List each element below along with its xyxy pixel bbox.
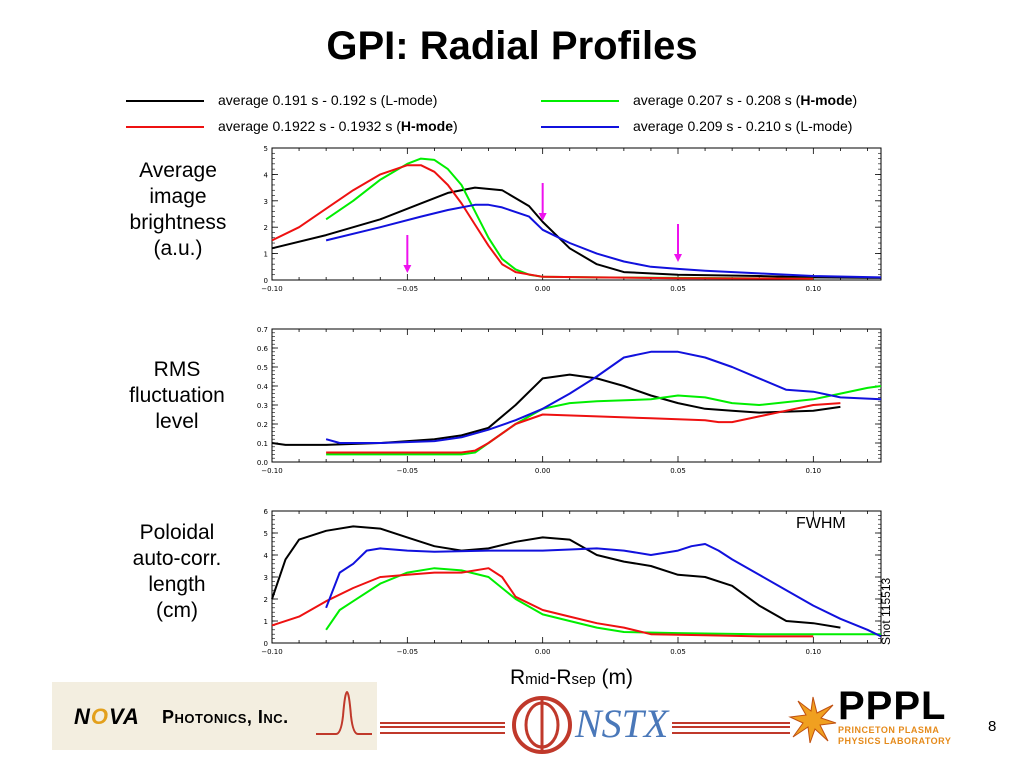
x-tick-label: 0.10 xyxy=(806,285,822,293)
legend-entry-blue: average 0.209 s - 0.210 s (L-mode) xyxy=(541,118,921,138)
x-tick-label: −0.10 xyxy=(261,285,282,293)
panel-label-corr: Poloidal auto-corr. length (cm) xyxy=(132,521,222,622)
pppl-logo-subtitle: PRINCETON PLASMA PHYSICS LABORATORY xyxy=(838,725,952,746)
shot-label: Shot 115513 xyxy=(879,577,893,645)
nstx-logo-text: NSTX xyxy=(575,701,669,746)
brightness-series-line xyxy=(325,203,882,279)
y-tick-label: 4 xyxy=(264,552,269,560)
x-tick-label: 0.00 xyxy=(535,285,551,293)
legend-label: average 0.209 s - 0.210 s (L-mode) xyxy=(633,118,853,134)
y-tick-label: 0 xyxy=(264,277,268,285)
legend-entry-green: average 0.207 s - 0.208 s (H-mode) xyxy=(541,92,921,112)
rms-series-line xyxy=(326,385,882,456)
corr-series-line xyxy=(325,543,882,638)
legend-swatch xyxy=(126,100,204,102)
marker-arrow-head xyxy=(674,254,682,262)
page-number: 8 xyxy=(988,718,997,735)
x-tick-label: 0.10 xyxy=(806,467,822,475)
x-tick-label: −0.05 xyxy=(397,467,418,475)
y-tick-label: 0.6 xyxy=(257,345,269,353)
y-tick-label: 0.3 xyxy=(257,402,268,410)
y-tick-label: 0.1 xyxy=(257,440,268,448)
nova-logo-text: NOVA xyxy=(74,704,140,729)
x-tick-label: 0.10 xyxy=(806,648,822,656)
brightness-plot-frame xyxy=(271,147,882,281)
panel-label-rms: RMS fluctuation level xyxy=(129,358,225,433)
y-tick-label: 0.4 xyxy=(257,383,269,391)
x-tick-label: 0.05 xyxy=(670,467,686,475)
y-tick-label: 1 xyxy=(264,251,268,259)
nstx-emblem-icon xyxy=(512,696,572,754)
y-tick-label: 2 xyxy=(264,224,268,232)
x-tick-label: 0.05 xyxy=(670,648,686,656)
brightness-series-line xyxy=(271,186,882,279)
legend-entry-black: average 0.191 s - 0.192 s (L-mode) xyxy=(126,92,546,112)
legend-swatch xyxy=(126,126,204,128)
footer-stripe-left xyxy=(380,722,505,734)
legend-label: average 0.1922 s - 0.1932 s (H-mode) xyxy=(218,118,458,134)
x-axis-label: Rmid-Rsep (m) xyxy=(510,666,634,689)
rms-plot-frame xyxy=(271,328,882,463)
y-tick-label: 2 xyxy=(264,596,268,604)
x-tick-label: −0.10 xyxy=(261,467,282,475)
slide-title: GPI: Radial Profiles xyxy=(326,24,698,68)
x-tick-label: 0.00 xyxy=(535,648,551,656)
legend-swatch xyxy=(541,100,619,102)
y-tick-label: 6 xyxy=(264,508,269,516)
y-tick-label: 3 xyxy=(264,574,268,582)
fwhm-label: FWHM xyxy=(796,515,846,532)
rms-series-line xyxy=(326,402,841,454)
legend-entry-red: average 0.1922 s - 0.1932 s (H-mode) xyxy=(126,118,546,138)
y-tick-label: 5 xyxy=(264,530,268,538)
rms-series-line xyxy=(325,350,882,444)
x-tick-label: −0.05 xyxy=(397,648,418,656)
y-tick-label: 0.2 xyxy=(257,421,268,429)
y-tick-label: 4 xyxy=(264,171,269,179)
rms-series-line xyxy=(271,373,841,446)
pppl-logo-text: PPPL xyxy=(838,684,947,728)
marker-arrow-head xyxy=(538,213,547,221)
x-tick-label: 0.00 xyxy=(535,467,551,475)
x-tick-label: −0.05 xyxy=(397,285,418,293)
y-tick-label: 0 xyxy=(264,640,268,648)
legend-label: average 0.191 s - 0.192 s (L-mode) xyxy=(218,92,438,108)
brightness-series-line xyxy=(271,164,814,280)
x-tick-label: −0.10 xyxy=(261,648,282,656)
y-tick-label: 0.5 xyxy=(257,364,268,372)
y-tick-label: 3 xyxy=(264,198,268,206)
nova-logo-subtitle: Photonics, Inc. xyxy=(162,707,289,727)
brightness-series-line xyxy=(325,157,814,280)
y-tick-label: 0.7 xyxy=(257,326,268,334)
starburst-icon xyxy=(788,696,837,744)
panel-label-brightness: Average image brightness (a.u.) xyxy=(129,159,227,260)
legend-swatch xyxy=(541,126,619,128)
corr-series-line xyxy=(325,567,881,636)
corr-series-line xyxy=(271,567,814,638)
x-tick-label: 0.05 xyxy=(670,285,686,293)
y-tick-label: 1 xyxy=(264,618,268,626)
marker-arrow-head xyxy=(403,265,412,273)
nova-photonics-logo: NOVA Photonics, Inc. xyxy=(52,682,377,750)
corr-series-line xyxy=(271,525,841,629)
legend-label: average 0.207 s - 0.208 s (H-mode) xyxy=(633,92,858,108)
footer-stripe-right xyxy=(672,722,790,734)
pulse-icon xyxy=(316,690,372,735)
y-tick-label: 0.0 xyxy=(257,459,268,467)
y-tick-label: 5 xyxy=(264,145,268,153)
